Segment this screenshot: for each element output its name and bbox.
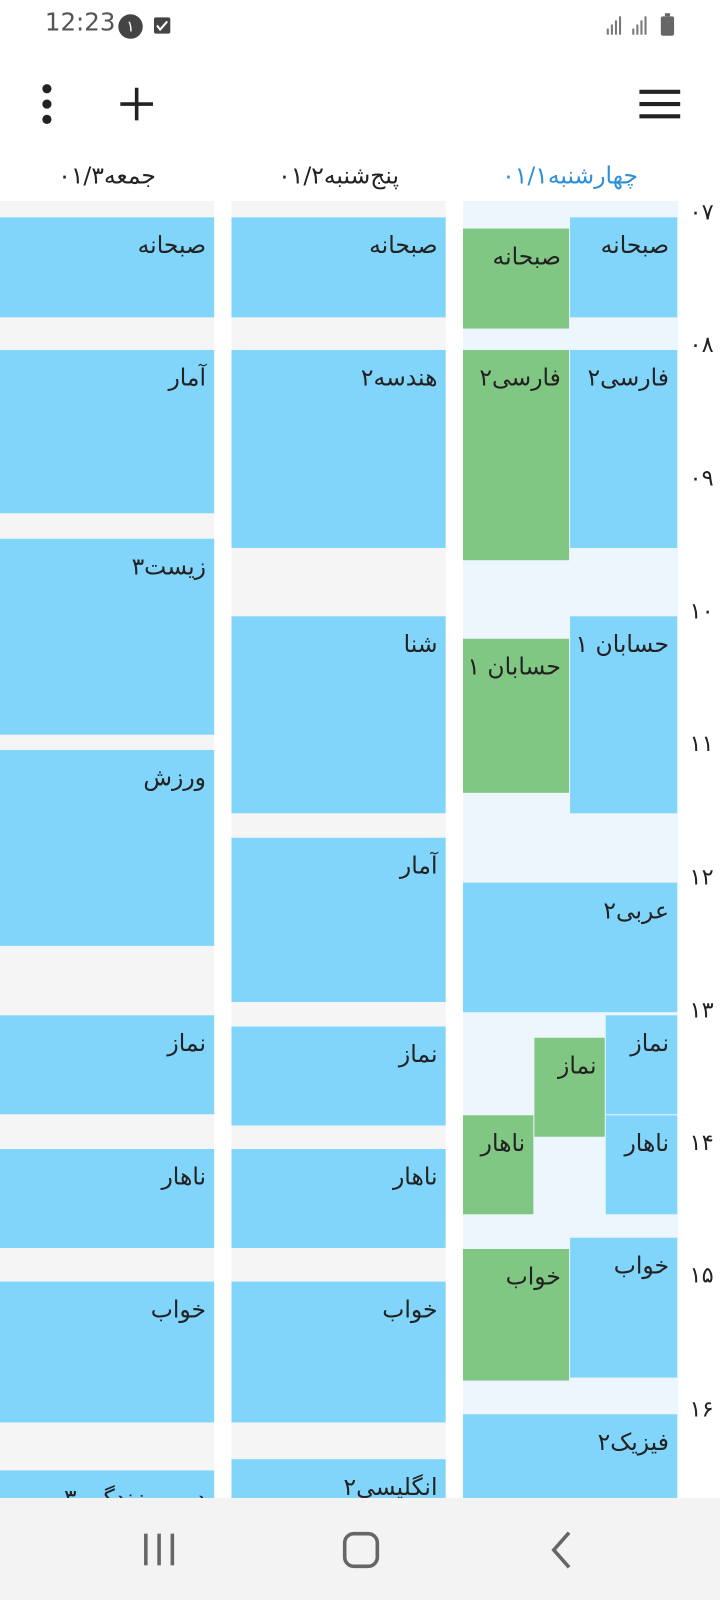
event[interactable]: شنا bbox=[231, 616, 446, 814]
hour-label: ۱۵ bbox=[689, 1263, 714, 1290]
event[interactable]: خواب bbox=[570, 1237, 678, 1378]
hour-label: ۰۹ bbox=[689, 465, 714, 492]
event[interactable]: عربی۲ bbox=[462, 882, 678, 1013]
event[interactable]: صبحانه bbox=[570, 217, 678, 318]
event[interactable]: ناهار bbox=[231, 1148, 446, 1248]
day-header[interactable]: جمعه۰۱/۳ bbox=[58, 163, 156, 190]
hour-label: ۱۶ bbox=[689, 1396, 714, 1423]
menu-button[interactable] bbox=[639, 89, 681, 119]
more-button[interactable] bbox=[42, 84, 52, 124]
hour-label: ۰۷ bbox=[689, 199, 714, 226]
event[interactable]: زیست۳ bbox=[0, 538, 215, 735]
event[interactable]: دین و زندگی ۳ bbox=[0, 1470, 215, 1498]
event[interactable]: خواب bbox=[462, 1248, 570, 1381]
event[interactable]: ناهار bbox=[462, 1115, 534, 1215]
event[interactable]: خواب bbox=[231, 1281, 446, 1423]
column-gap bbox=[445, 201, 463, 1498]
event[interactable]: صبحانه bbox=[0, 217, 215, 318]
event[interactable]: ورزش bbox=[0, 749, 215, 946]
event[interactable]: فارسی۲ bbox=[462, 349, 570, 561]
event[interactable]: حسابان ۱ bbox=[570, 616, 678, 814]
add-button[interactable] bbox=[120, 87, 153, 121]
event[interactable]: آمار bbox=[0, 349, 215, 514]
hour-label: ۱۳ bbox=[689, 997, 714, 1024]
hour-label: ۱۰ bbox=[689, 598, 714, 625]
day-header[interactable]: چهارشنبه۰۱/۱ bbox=[502, 163, 638, 190]
event[interactable]: آمار bbox=[231, 837, 446, 1003]
day-header[interactable]: پنج‌شنبه۰۱/۲ bbox=[278, 163, 399, 190]
nav-bar bbox=[0, 1497, 720, 1600]
event[interactable]: صبحانه bbox=[231, 217, 446, 318]
back-button[interactable] bbox=[551, 1531, 571, 1569]
event[interactable]: فارسی۲ bbox=[570, 349, 678, 548]
event[interactable]: حسابان ۱ bbox=[462, 638, 570, 793]
hour-label: ۰۸ bbox=[689, 332, 714, 359]
toolbar bbox=[42, 84, 681, 124]
event[interactable]: خواب bbox=[0, 1281, 215, 1423]
event[interactable]: ناهار bbox=[605, 1115, 678, 1215]
nav-icons bbox=[144, 1531, 571, 1569]
event[interactable]: نماز bbox=[534, 1037, 605, 1137]
event[interactable]: نماز bbox=[231, 1026, 446, 1126]
recents-button[interactable] bbox=[144, 1533, 175, 1566]
event[interactable]: نماز bbox=[0, 1015, 215, 1115]
status-icons: ١ bbox=[118, 14, 171, 39]
calendar-grid: صبحانه صبحانه فارسی۲ فارسی۲ حسابان ۱ حسابان ۱… bbox=[0, 201, 720, 1498]
event[interactable]: انگلیسی۲ bbox=[231, 1459, 446, 1498]
status-time: 12:23 bbox=[44, 8, 116, 37]
home-button[interactable] bbox=[342, 1531, 380, 1569]
signal-battery bbox=[606, 13, 675, 36]
event[interactable]: صبحانه bbox=[462, 228, 570, 329]
event[interactable]: نماز bbox=[605, 1015, 678, 1115]
event[interactable]: ناهار bbox=[0, 1148, 215, 1248]
status-badge: ١ bbox=[126, 18, 134, 36]
hour-label: ۱۱ bbox=[689, 731, 714, 758]
hour-label: ۱۴ bbox=[689, 1130, 714, 1157]
column-gap bbox=[214, 201, 232, 1498]
hour-label: ۱۲ bbox=[689, 864, 714, 891]
event[interactable]: هندسه۲ bbox=[231, 349, 446, 548]
event[interactable]: فیزیک۲ bbox=[462, 1414, 678, 1498]
